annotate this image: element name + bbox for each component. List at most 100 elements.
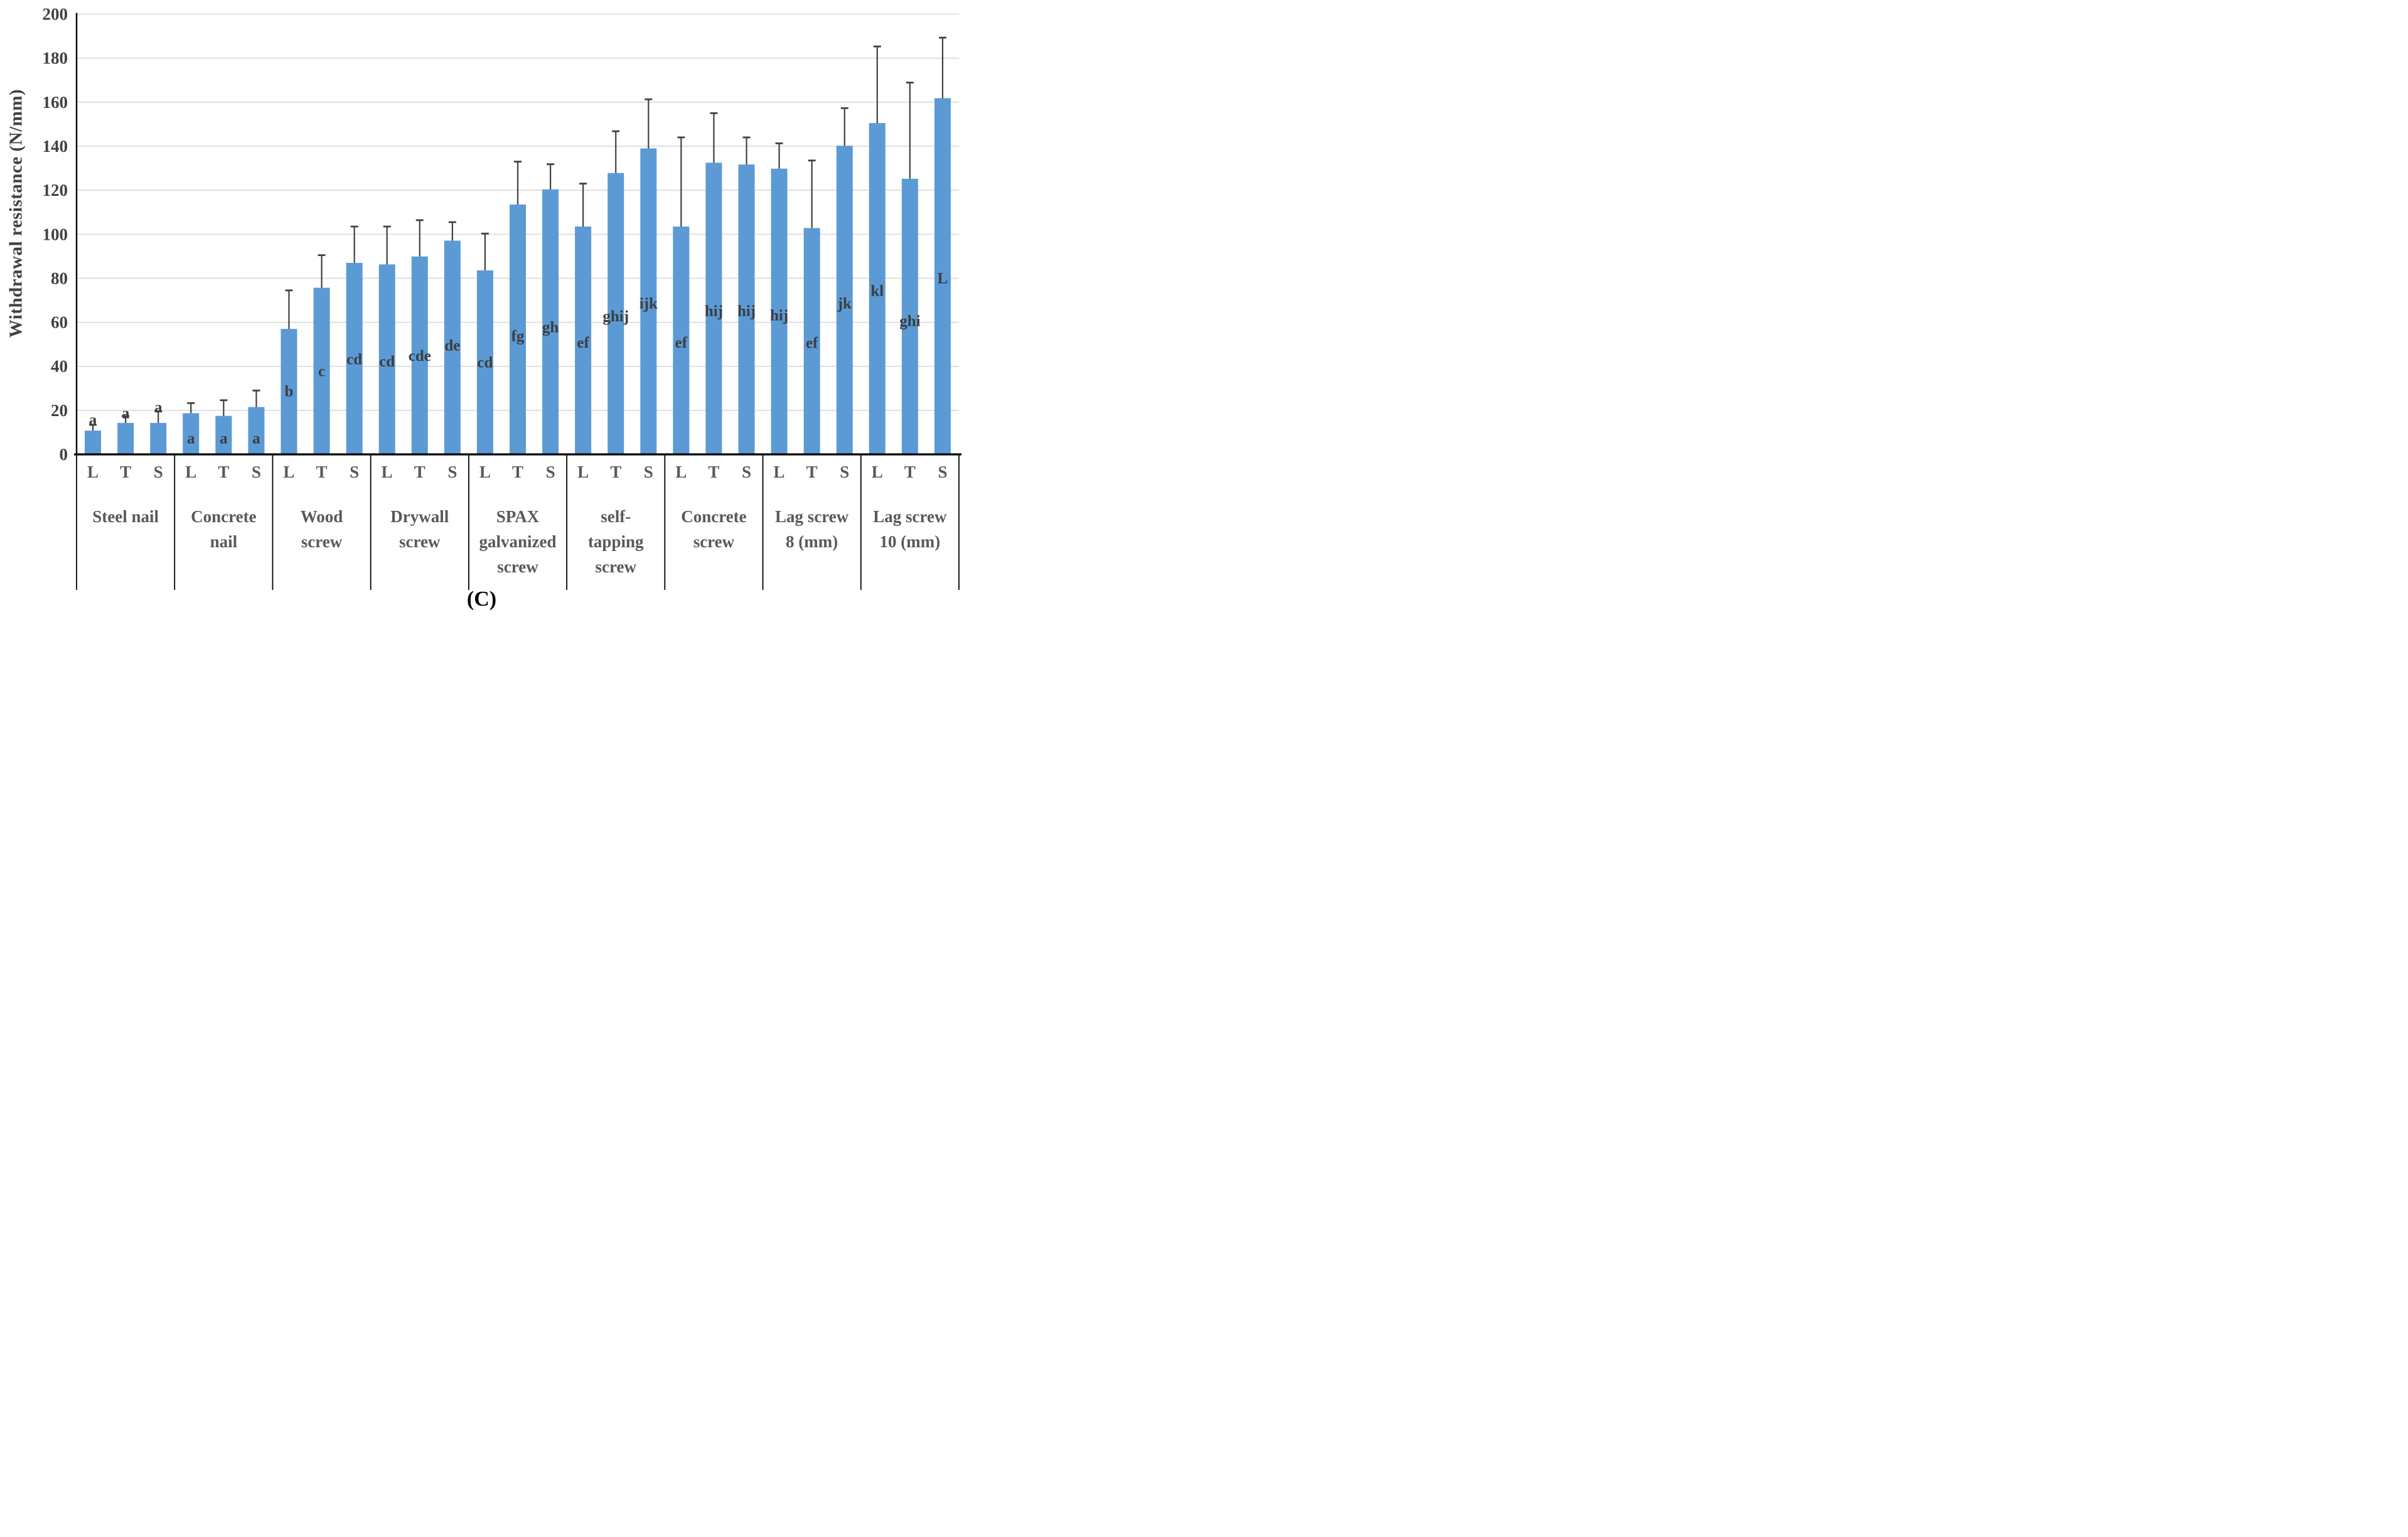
bar-concrete-screw-L <box>673 226 690 454</box>
x-sub-label: L <box>382 463 393 481</box>
bar-wood-screw-T <box>313 287 330 454</box>
bar-drywall-screw-S <box>444 240 461 454</box>
x-sub-label: T <box>316 463 328 481</box>
bar-lag-screw-8-mm--L <box>771 168 788 454</box>
x-sub-label: S <box>840 463 849 481</box>
y-tick-label: 120 <box>43 181 68 200</box>
sig-letter: c <box>318 363 325 380</box>
x-group-label: Drywall <box>390 507 449 526</box>
y-tick-label: 140 <box>43 137 68 156</box>
sig-letter: a <box>187 431 195 447</box>
x-sub-label: L <box>479 463 491 481</box>
x-sub-label: S <box>546 463 555 481</box>
bar-steel-nail-L <box>85 431 102 454</box>
y-tick-label: 40 <box>51 357 68 376</box>
x-group-label: screw <box>301 532 343 551</box>
bar-drywall-screw-T <box>411 256 428 454</box>
x-sub-label: L <box>774 463 785 481</box>
bar-concrete-nail-T <box>215 415 232 454</box>
sig-letter: cd <box>346 351 362 368</box>
bar-drywall-screw-L <box>378 264 395 454</box>
x-group-label: self- <box>601 507 631 526</box>
bar-concrete-screw-T <box>705 163 722 454</box>
sig-letter: jk <box>837 296 852 313</box>
x-group-label: Concrete <box>191 507 256 526</box>
x-sub-label: L <box>185 463 196 481</box>
x-sub-label: T <box>610 463 621 481</box>
x-group-label: Wood <box>301 507 343 526</box>
x-sub-label: T <box>708 463 719 481</box>
sig-letter: L <box>938 270 948 287</box>
x-sub-label: T <box>904 463 916 481</box>
x-sub-label: L <box>577 463 589 481</box>
sig-letter: ghij <box>602 308 629 325</box>
sig-letter: a <box>154 399 163 416</box>
sig-letter: fg <box>511 328 525 345</box>
bar-spax-galvanized-screw-S <box>542 189 559 454</box>
x-group-label: Steel nail <box>92 507 159 526</box>
bar-steel-nail-T <box>117 422 134 454</box>
sig-letter: ghi <box>899 313 920 330</box>
x-sub-label: T <box>120 463 131 481</box>
bar-lag-screw-10-mm--T <box>901 178 918 454</box>
x-group-label: screw <box>399 532 441 551</box>
x-sub-label: T <box>512 463 523 481</box>
x-sub-label: S <box>742 463 751 481</box>
x-group-label: galvanized <box>479 532 556 551</box>
sig-letter: cd <box>477 355 493 372</box>
x-group-label: screw <box>595 557 636 576</box>
sig-letter: de <box>444 337 460 354</box>
x-sub-label: S <box>350 463 359 481</box>
bar-self-tapping-screw-T <box>607 173 624 454</box>
bar-lag-screw-8-mm--T <box>803 228 820 454</box>
bar-wood-screw-L <box>281 329 297 454</box>
y-tick-label: 160 <box>43 93 68 112</box>
bar-lag-screw-10-mm--L <box>869 123 886 455</box>
sig-letter: a <box>89 412 97 429</box>
figure-caption: (C) <box>466 587 497 611</box>
bar-spax-galvanized-screw-T <box>510 204 526 454</box>
x-sub-label: S <box>938 463 947 481</box>
sig-letter: ef <box>675 335 688 351</box>
sig-letter: gh <box>542 319 559 336</box>
x-sub-label: T <box>218 463 229 481</box>
y-tick-label: 100 <box>43 225 68 244</box>
bar-lag-screw-8-mm--S <box>836 146 853 454</box>
bar-steel-nail-S <box>150 422 167 454</box>
bar-self-tapping-screw-L <box>575 226 592 454</box>
x-group-label: tapping <box>588 532 644 551</box>
x-group-label: screw <box>693 532 735 551</box>
x-sub-label: L <box>87 463 99 481</box>
bar-self-tapping-screw-S <box>640 148 657 454</box>
x-group-label: Lag screw <box>873 507 947 526</box>
x-sub-label: L <box>872 463 883 481</box>
x-sub-label: L <box>675 463 687 481</box>
figure: Withdrawal resistance (N/mm) 0 20 40 60 80 10… <box>0 0 963 615</box>
y-tick-label: 200 <box>43 5 68 24</box>
bar-concrete-screw-S <box>738 164 755 454</box>
sig-letter: ijk <box>639 296 658 313</box>
sig-letter: a <box>252 431 260 447</box>
x-group-label: SPAX <box>496 507 540 526</box>
bar-spax-galvanized-screw-L <box>476 270 493 454</box>
sig-letter: hij <box>737 303 756 319</box>
bar-lag-screw-10-mm--S <box>934 98 951 454</box>
y-tick-label: 60 <box>51 313 68 332</box>
x-group-label: screw <box>497 557 538 576</box>
sig-letter: ef <box>806 335 818 351</box>
x-group-label: 10 (mm) <box>880 532 941 551</box>
bar-concrete-nail-L <box>183 413 200 454</box>
x-group-label: nail <box>210 532 238 551</box>
x-group-label: Concrete <box>681 507 746 526</box>
y-tick-label: 80 <box>51 269 68 287</box>
y-tick-label: 0 <box>60 445 68 464</box>
x-group-label: Lag screw <box>775 507 849 526</box>
sig-letter: ef <box>577 335 589 351</box>
sig-letter: a <box>220 431 228 447</box>
sig-letter: cde <box>409 348 431 365</box>
bar-concrete-nail-S <box>248 407 265 454</box>
x-sub-label: S <box>644 463 653 481</box>
sig-letter: hij <box>705 303 723 319</box>
sig-letter: b <box>285 383 294 400</box>
